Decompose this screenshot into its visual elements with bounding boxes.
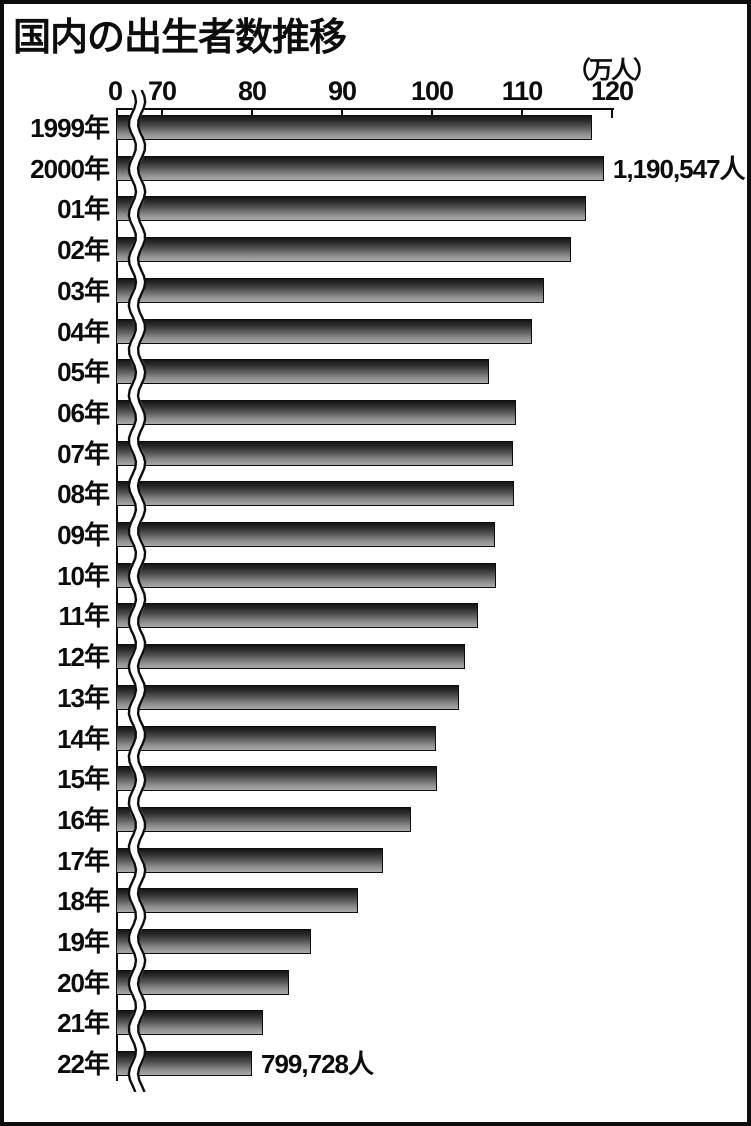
bar-12年	[116, 644, 466, 669]
x-axis-tick-label: 110	[501, 76, 544, 106]
year-label: 10年	[57, 561, 110, 591]
chart-title: 国内の出生者数推移	[13, 17, 347, 59]
x-axis-tick-mark	[251, 108, 253, 118]
bar-01年	[116, 196, 586, 221]
bar-15年	[116, 766, 438, 791]
bar-08年	[116, 481, 514, 506]
bar-07年	[116, 441, 513, 466]
axis-break-squiggle	[127, 90, 147, 1092]
bar-1999年	[116, 115, 593, 140]
year-label: 09年	[57, 520, 110, 550]
bar-19年	[116, 929, 311, 954]
year-label: 02年	[57, 235, 110, 265]
year-label: 22年	[57, 1049, 110, 1079]
x-axis-tick-mark	[521, 108, 523, 118]
year-label: 15年	[57, 764, 110, 794]
value-annotation: 1,190,547人	[612, 154, 746, 184]
bar-21年	[116, 1010, 263, 1035]
x-axis-tick-label: 90	[327, 76, 357, 106]
x-axis-line	[116, 108, 614, 110]
bar-05年	[116, 359, 489, 384]
bar-04年	[116, 319, 532, 344]
year-label: 04年	[57, 317, 110, 347]
x-axis-tick-mark	[341, 108, 343, 118]
axis-unit-label: （万人）	[567, 57, 657, 84]
bar-10年	[116, 563, 496, 588]
year-label: 18年	[57, 886, 110, 916]
x-axis-tick-label: 120	[590, 76, 634, 106]
x-axis-tick-mark	[611, 108, 613, 118]
year-label: 12年	[57, 642, 110, 672]
year-label: 1999年	[30, 113, 110, 143]
bar-02年	[116, 237, 571, 262]
bar-16年	[116, 807, 412, 832]
year-label: 03年	[57, 276, 110, 306]
year-label: 08年	[57, 479, 110, 509]
bar-20年	[116, 970, 289, 995]
year-label: 14年	[57, 724, 110, 754]
bar-06年	[116, 400, 516, 425]
bar-14年	[116, 726, 436, 751]
x-axis-tick-label: 0	[107, 76, 123, 106]
year-label: 13年	[57, 683, 110, 713]
year-label: 20年	[57, 968, 110, 998]
x-axis-tick-label: 70	[147, 76, 177, 106]
bar-18年	[116, 888, 359, 913]
year-label: 21年	[57, 1008, 110, 1038]
year-label: 05年	[57, 357, 110, 387]
year-label: 2000年	[30, 154, 110, 184]
year-label: 01年	[57, 194, 110, 224]
year-label: 11年	[58, 601, 111, 631]
year-label: 06年	[57, 398, 110, 428]
bar-09年	[116, 522, 495, 547]
year-label: 19年	[57, 927, 110, 957]
x-axis-tick-label: 80	[237, 76, 267, 106]
x-axis-tick-mark	[161, 108, 163, 118]
year-label: 16年	[57, 805, 110, 835]
bar-2000年	[116, 156, 604, 181]
year-label: 17年	[57, 846, 110, 876]
bar-13年	[116, 685, 459, 710]
bar-11年	[116, 603, 478, 628]
y-axis-line	[116, 108, 118, 1081]
x-axis-tick-mark	[431, 108, 433, 118]
bar-17年	[116, 848, 384, 873]
x-axis-tick-label: 100	[410, 76, 454, 106]
value-annotation: 799,728人	[261, 1049, 374, 1079]
year-label: 07年	[57, 439, 110, 469]
bar-03年	[116, 278, 544, 303]
